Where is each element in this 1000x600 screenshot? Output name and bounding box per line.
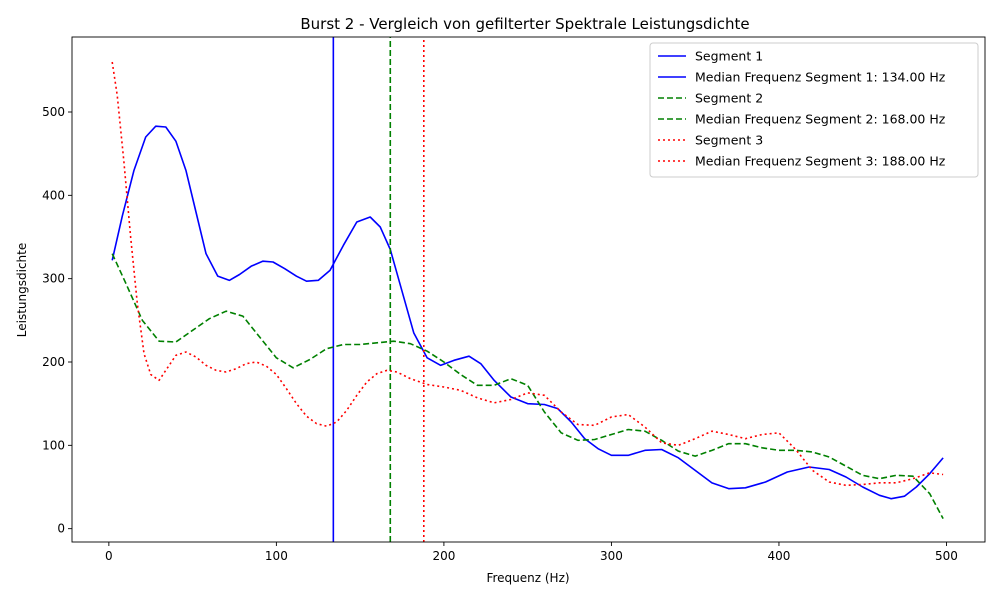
x-axis: 0 100 200 300 400 500 [105, 542, 958, 563]
y-tick-label: 0 [57, 522, 65, 536]
plot-frame [71, 36, 986, 543]
x-tick-label: 0 [105, 549, 113, 563]
series-line-1 [111, 125, 944, 500]
legend-label: Median Frequenz Segment 3: 188.00 Hz [695, 154, 946, 169]
legend: Segment 1 Median Frequenz Segment 1: 134.… [649, 42, 979, 178]
plot-area [111, 37, 944, 542]
legend-box [649, 42, 979, 178]
y-tick-label: 500 [42, 105, 65, 119]
y-tick-label: 300 [42, 272, 65, 286]
y-axis: 0 100 200 300 400 500 [42, 105, 72, 536]
x-tick-label: 500 [935, 549, 958, 563]
chart-title: Burst 2 - Vergleich von gefilterter Spek… [300, 15, 749, 33]
legend-label: Median Frequenz Segment 2: 168.00 Hz [695, 112, 946, 127]
legend-label: Median Frequenz Segment 1: 134.00 Hz [695, 70, 946, 85]
legend-label: Segment 2 [695, 91, 763, 106]
y-axis-label: Leistungsdichte [15, 243, 29, 337]
x-axis-label: Frequenz (Hz) [486, 571, 569, 585]
x-tick-label: 400 [767, 549, 790, 563]
y-tick-label: 200 [42, 355, 65, 369]
y-tick-label: 400 [42, 188, 65, 202]
x-tick-label: 100 [265, 549, 288, 563]
legend-label: Segment 3 [695, 133, 763, 148]
series-line-3 [111, 253, 944, 520]
x-tick-label: 200 [432, 549, 455, 563]
x-tick-label: 300 [600, 549, 623, 563]
legend-label: Segment 1 [695, 49, 763, 64]
y-tick-label: 100 [42, 438, 65, 452]
